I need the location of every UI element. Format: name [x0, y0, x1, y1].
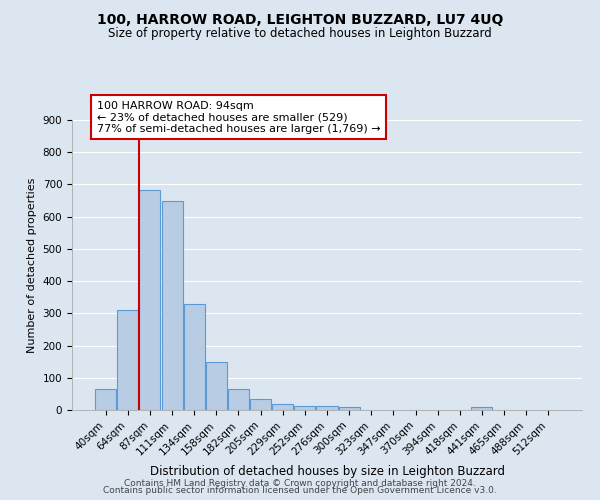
Bar: [161, 201, 182, 410]
Bar: [295, 406, 316, 410]
Text: Contains HM Land Registry data © Crown copyright and database right 2024.: Contains HM Land Registry data © Crown c…: [124, 478, 476, 488]
Bar: [206, 362, 227, 410]
Bar: [250, 398, 271, 410]
Bar: [184, 304, 205, 410]
Text: Size of property relative to detached houses in Leighton Buzzard: Size of property relative to detached ho…: [108, 28, 492, 40]
Bar: [95, 389, 116, 410]
Bar: [338, 407, 359, 410]
Bar: [118, 310, 139, 410]
Y-axis label: Number of detached properties: Number of detached properties: [27, 178, 37, 352]
Bar: [472, 407, 493, 410]
Text: 100 HARROW ROAD: 94sqm
← 23% of detached houses are smaller (529)
77% of semi-de: 100 HARROW ROAD: 94sqm ← 23% of detached…: [97, 100, 380, 134]
Text: Contains public sector information licensed under the Open Government Licence v3: Contains public sector information licen…: [103, 486, 497, 495]
Bar: [272, 404, 293, 410]
Bar: [316, 406, 338, 410]
Bar: [228, 389, 249, 410]
Bar: [139, 190, 160, 410]
X-axis label: Distribution of detached houses by size in Leighton Buzzard: Distribution of detached houses by size …: [149, 465, 505, 478]
Text: 100, HARROW ROAD, LEIGHTON BUZZARD, LU7 4UQ: 100, HARROW ROAD, LEIGHTON BUZZARD, LU7 …: [97, 12, 503, 26]
